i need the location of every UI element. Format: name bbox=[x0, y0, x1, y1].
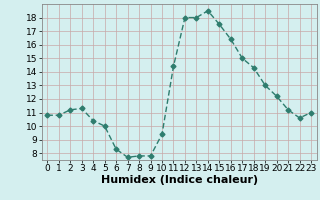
X-axis label: Humidex (Indice chaleur): Humidex (Indice chaleur) bbox=[100, 175, 258, 185]
